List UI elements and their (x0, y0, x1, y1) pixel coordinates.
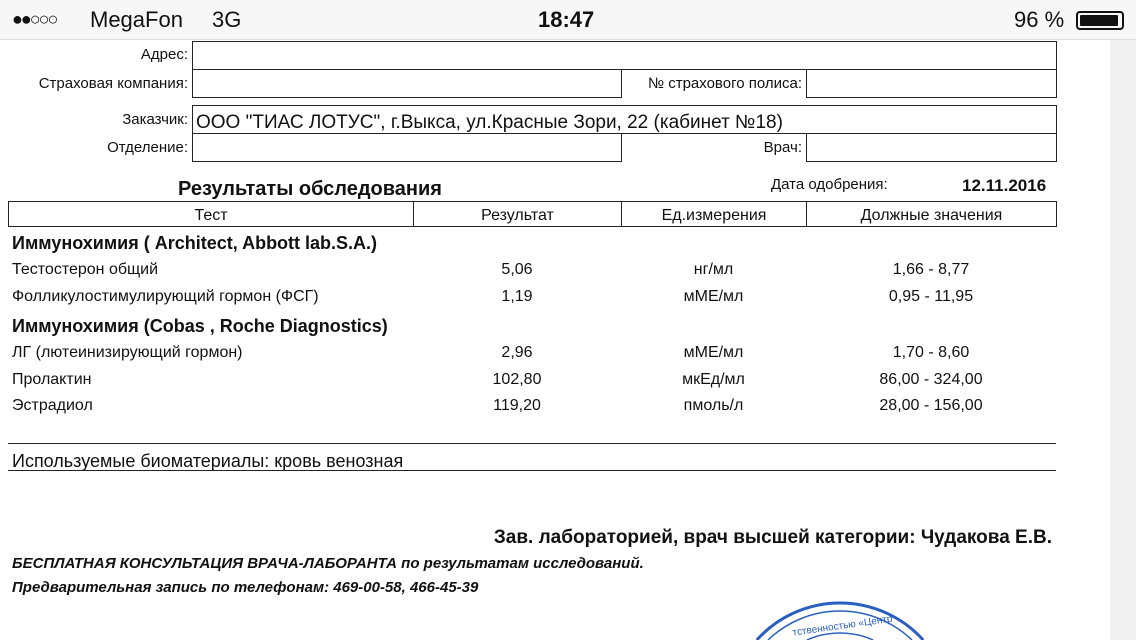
section-header: Иммунохимия (Cobas , Roche Diagnostics) (12, 316, 388, 336)
reference-range: 28,00 - 156,00 (879, 397, 983, 414)
department-label: Отделение: (107, 139, 188, 156)
department-field (192, 133, 622, 162)
table-row: ЛГ (лютеинизирующий гормон) 2,96 мМЕ/мл 1,7… (0, 344, 1056, 366)
section-header: Иммунохимия ( Architect, Abbott lab.S.A.… (12, 233, 378, 253)
unit: мМЕ/мл (683, 344, 744, 361)
table-row: Тестостерон общий 5,06 нг/мл 1,66 - 8,77 (0, 261, 1056, 283)
table-row: Эстрадиол 119,20 пмоль/л 28,00 - 156,00 (0, 397, 1056, 419)
footer-phones: Предварительная запись по телефонам: 469… (12, 579, 479, 596)
unit: мМЕ/мл (683, 287, 744, 305)
result-value: 102,80 (492, 370, 542, 388)
test-name: Пролактин (12, 370, 92, 388)
policy-field (806, 69, 1057, 98)
stamp-outer-ring (755, 601, 925, 640)
divider (8, 470, 1056, 471)
result-value: 5,06 (501, 261, 533, 278)
address-field (192, 41, 1057, 70)
unit: пмоль/л (683, 397, 744, 414)
approval-label: Дата одобрения: (771, 176, 888, 193)
col-reference: Должные значения (806, 201, 1057, 227)
result-value: 119,20 (493, 397, 541, 414)
address-label: Адрес: (140, 46, 188, 63)
reference-range: 86,00 - 324,00 (879, 370, 983, 388)
doctor-field (806, 133, 1057, 162)
test-name: Эстрадиол (12, 397, 93, 414)
clock: 18:47 (538, 7, 595, 32)
test-name: Тестостерон общий (12, 261, 159, 278)
divider (8, 443, 1056, 444)
status-bar: ●●○○○ MegaFon 3G 18:47 96 % (0, 0, 1136, 40)
result-value: 1,19 (501, 287, 533, 305)
insurance-field (192, 69, 622, 98)
reference-range: 1,66 - 8,77 (892, 261, 970, 278)
insurance-label: Страховая компания: (38, 75, 188, 92)
table-row: Пролактин 102,80 мкЕд/мл 86,00 - 324,00 (0, 371, 1056, 393)
reference-range: 1,70 - 8,60 (892, 344, 970, 361)
doctor-label: Врач: (763, 139, 802, 156)
approval-date: 12.11.2016 (962, 176, 1047, 195)
table-row: Фолликулостимулирующий гормон (ФСГ) 1,19 м… (0, 288, 1056, 310)
policy-label: № страхового полиса: (647, 75, 802, 92)
reference-range: 0,95 - 11,95 (888, 287, 974, 305)
stamp-seal: тственностью «Центр (755, 601, 925, 640)
footer-consultation: БЕСПЛАТНАЯ КОНСУЛЬТАЦИЯ ВРАЧА-ЛАБОРАНТА … (12, 555, 644, 572)
battery-icon (1076, 11, 1124, 30)
test-name: Фолликулостимулирующий гормон (ФСГ) (12, 287, 319, 305)
col-test: Тест (8, 201, 414, 227)
results-title: Результаты обследования (178, 178, 442, 200)
result-value: 2,96 (501, 344, 533, 361)
signature: Зав. лабораторией, врач высшей категории… (493, 527, 1052, 548)
col-result: Результат (413, 201, 622, 227)
stamp-inner-ring (806, 632, 874, 640)
carrier: MegaFon (90, 7, 183, 32)
battery-text: 96 % (1014, 7, 1065, 32)
stamp-middle-ring (767, 610, 913, 640)
unit: мкЕд/мл (682, 370, 745, 388)
signal-icon: ●●○○○ (12, 9, 58, 29)
customer-label: Заказчик: (122, 111, 188, 128)
col-unit: Ед.измерения (621, 201, 807, 227)
test-name: ЛГ (лютеинизирующий гормон) (12, 344, 243, 361)
unit: нг/мл (693, 261, 734, 278)
biomaterials: Используемые биоматериалы: кровь венозна… (12, 451, 404, 471)
network: 3G (212, 7, 242, 32)
page-margin (1110, 40, 1136, 640)
svg-text:тственностью «Центр: тственностью «Центр (792, 614, 894, 639)
customer-field: ООО "ТИАС ЛОТУС", г.Выкса, ул.Красные Зо… (192, 105, 1057, 134)
